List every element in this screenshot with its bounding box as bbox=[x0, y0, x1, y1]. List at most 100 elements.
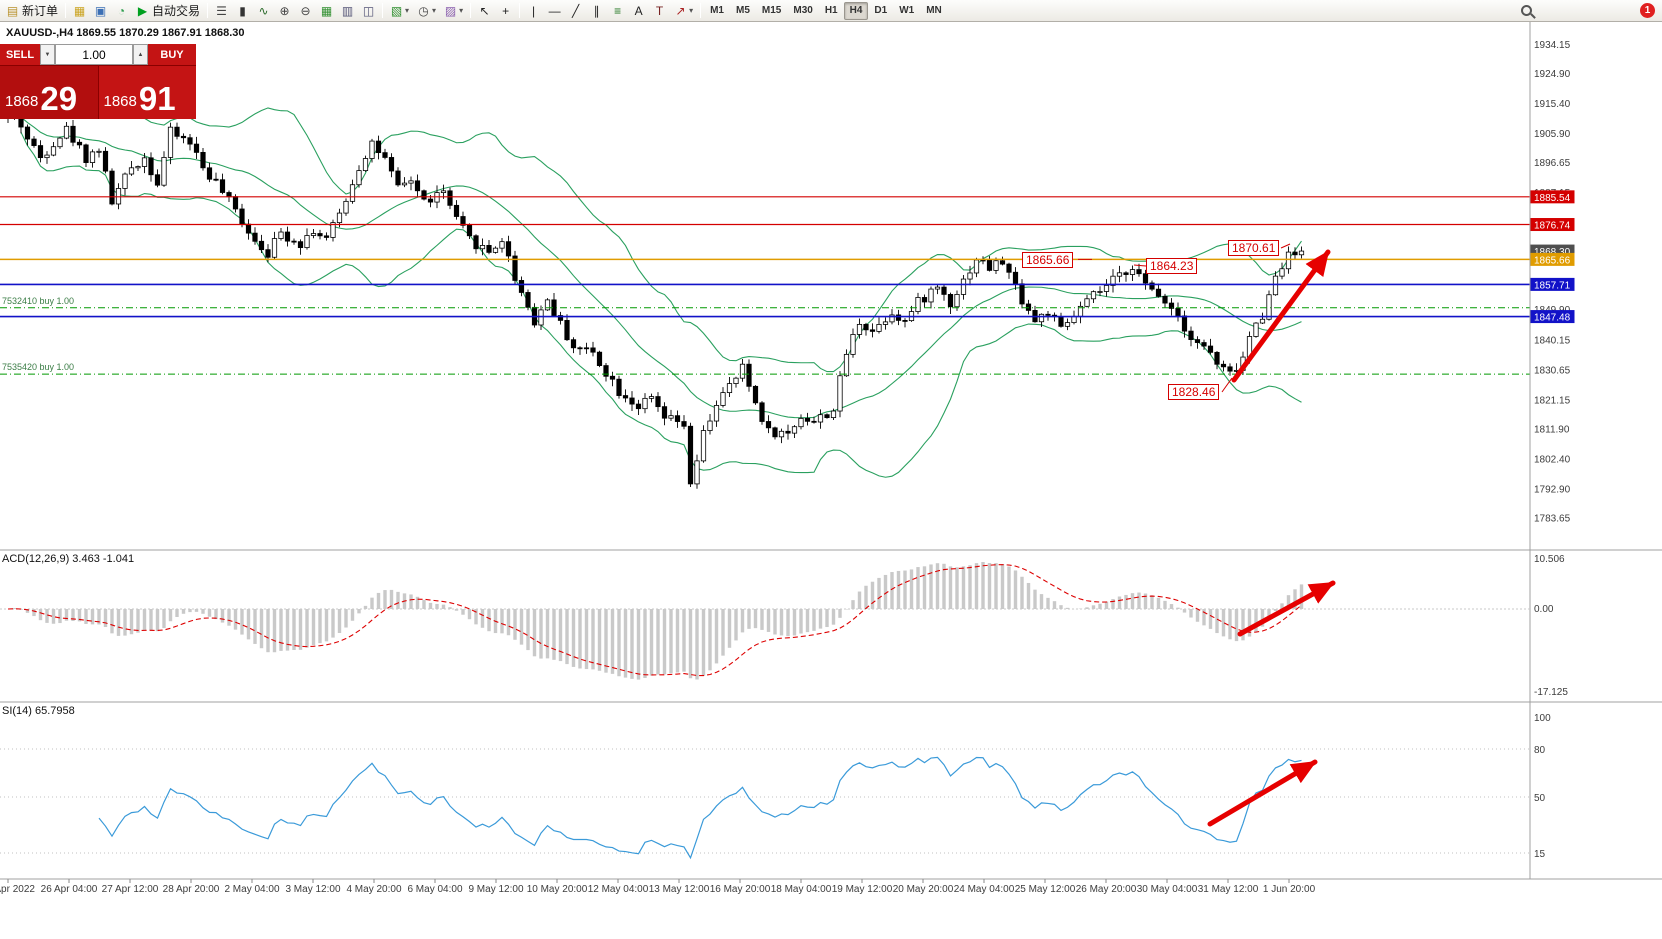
crosshair-button[interactable]: + bbox=[495, 1, 516, 21]
charts-profile-button[interactable]: ▦ bbox=[69, 1, 90, 21]
trend-arrows[interactable] bbox=[1207, 249, 1336, 827]
candles-icon: ▮ bbox=[239, 3, 246, 18]
zoom-out-button[interactable]: ⊖ bbox=[295, 1, 316, 21]
trend-arrow[interactable] bbox=[1207, 759, 1318, 827]
new-order-button[interactable]: ▤ 新订单 bbox=[2, 1, 62, 21]
timeframe-w1-button[interactable]: W1 bbox=[893, 2, 920, 20]
arrows-button[interactable]: ↗ ▾ bbox=[670, 1, 697, 21]
price-callout[interactable]: 1865.66 bbox=[1022, 252, 1074, 268]
timeframe-h1-button[interactable]: H1 bbox=[819, 2, 844, 20]
horizontal-price-lines[interactable] bbox=[0, 196, 1530, 375]
price-tag bbox=[1530, 190, 1575, 204]
new-chart-button[interactable]: ▧ ▾ bbox=[386, 1, 413, 21]
svg-text:16 May 20:00: 16 May 20:00 bbox=[710, 884, 771, 895]
trendline-icon: ╱ bbox=[571, 3, 580, 18]
svg-text:1783.65: 1783.65 bbox=[1534, 513, 1571, 524]
toolbar-separator bbox=[470, 3, 472, 18]
trendline-button[interactable]: ╱ bbox=[565, 1, 586, 21]
toolbar-separator bbox=[700, 3, 702, 18]
buy-price-pips: 91 bbox=[138, 80, 176, 117]
svg-text:10.506: 10.506 bbox=[1534, 554, 1565, 565]
template-icon: ▨ bbox=[444, 3, 457, 18]
price-tag-value: 1868.30 bbox=[1534, 247, 1571, 258]
toolbar-groups: ▤ 新订单 ▦ ▣ ◔ ▶ 自动交易 ☰ ▮ ∿ ⊕ ⊖ ▦ ▥ ◫ ▧ ▾ ◷ ▾ ▨ ▾ ↖ + | — ╱ ∥ ≡ A T ↗ ▾ M1 M… bbox=[2, 0, 948, 22]
sell-button[interactable]: SELL bbox=[0, 44, 40, 65]
arrange-icons-button[interactable]: ◫ bbox=[358, 1, 379, 21]
macd-histogram bbox=[12, 562, 1304, 680]
price-tag bbox=[1530, 277, 1575, 291]
bar-chart-button[interactable]: ☰ bbox=[211, 1, 232, 21]
sell-price-display[interactable]: 1868 29 bbox=[0, 66, 98, 119]
text-label-button[interactable]: T bbox=[649, 1, 670, 21]
trend-arrow[interactable] bbox=[1237, 580, 1336, 637]
cursor-button[interactable]: ↖ bbox=[474, 1, 495, 21]
svg-text:6 May 04:00: 6 May 04:00 bbox=[407, 884, 462, 895]
text-button[interactable]: A bbox=[628, 1, 649, 21]
buy-price-display[interactable]: 1868 91 bbox=[98, 66, 196, 119]
sell-price-pips: 29 bbox=[40, 80, 78, 117]
svg-text:26 Apr 2022: 26 Apr 2022 bbox=[0, 884, 35, 895]
vertical-line-button[interactable]: | bbox=[523, 1, 544, 21]
horizontal-line-button[interactable]: — bbox=[544, 1, 565, 21]
trend-arrow[interactable] bbox=[1231, 249, 1331, 383]
volume-increase-button[interactable] bbox=[133, 44, 148, 65]
price-scale[interactable]: 1934.151924.901915.401905.901896.651887.… bbox=[1530, 40, 1575, 524]
chevron-down-icon: ▾ bbox=[432, 6, 437, 15]
svg-text:0.00: 0.00 bbox=[1534, 604, 1554, 615]
price-callout[interactable]: 1870.61 bbox=[1228, 240, 1280, 256]
strategy-tester-button[interactable]: ◔ bbox=[111, 1, 132, 21]
periods-button[interactable]: ◷ ▾ bbox=[413, 1, 440, 21]
macd-scale: 10.506 0.00 -17.125 bbox=[1534, 554, 1568, 698]
candlestick-chart-button[interactable]: ▮ bbox=[232, 1, 253, 21]
templates-button[interactable]: ▨ ▾ bbox=[440, 1, 467, 21]
arrows-icon: ↗ bbox=[675, 3, 686, 18]
price-tag-value: 1847.48 bbox=[1534, 313, 1571, 324]
timeframe-m5-button[interactable]: M5 bbox=[730, 2, 756, 20]
svg-text:10 May 20:00: 10 May 20:00 bbox=[527, 884, 588, 895]
fibonacci-button[interactable]: ≡ bbox=[607, 1, 628, 21]
volume-decrease-button[interactable] bbox=[40, 44, 55, 65]
open-position-label: 7535420 buy 1.00 bbox=[2, 362, 75, 373]
toolbar-separator bbox=[519, 3, 521, 18]
clock-icon: ◷ bbox=[418, 3, 429, 18]
timeframe-h4-button[interactable]: H4 bbox=[843, 1, 869, 20]
time-axis[interactable]: 26 Apr 2022 26 Apr 04:00 27 Apr 12:00 28 Ap… bbox=[0, 879, 1316, 895]
price-tag bbox=[1530, 252, 1575, 266]
trade-price-displays: 1868 29 1868 91 bbox=[0, 66, 196, 119]
svg-text:1802.40: 1802.40 bbox=[1534, 454, 1571, 465]
chart-ohlc-header: XAUUSD-,H4 1869.55 1870.29 1867.91 1868.… bbox=[6, 27, 245, 39]
open-position-label: 7532410 buy 1.00 bbox=[2, 295, 75, 306]
price-tag bbox=[1530, 310, 1575, 324]
toolbar-separator bbox=[382, 3, 384, 18]
zoom-out-icon: ⊖ bbox=[300, 3, 311, 18]
timeframe-m15-button[interactable]: M15 bbox=[756, 2, 787, 20]
channel-button[interactable]: ∥ bbox=[586, 1, 607, 21]
svg-text:3 May 12:00: 3 May 12:00 bbox=[285, 884, 340, 895]
crosshair-icon: + bbox=[502, 3, 510, 18]
notification-badge[interactable]: 1 bbox=[1640, 3, 1655, 18]
market-watch-button[interactable]: ▣ bbox=[90, 1, 111, 21]
arrange-icon: ◫ bbox=[362, 3, 375, 18]
profile-icon: ▦ bbox=[73, 3, 86, 18]
autotrade-button[interactable]: ▶ 自动交易 bbox=[132, 1, 204, 21]
zoom-in-button[interactable]: ⊕ bbox=[274, 1, 295, 21]
svg-text:1905.90: 1905.90 bbox=[1534, 129, 1571, 140]
timeframe-d1-button[interactable]: D1 bbox=[868, 2, 893, 20]
volume-input[interactable] bbox=[55, 44, 133, 65]
line-chart-button[interactable]: ∿ bbox=[253, 1, 274, 21]
tile-windows-button[interactable]: ▦ bbox=[316, 1, 337, 21]
hline-icon: — bbox=[548, 3, 561, 18]
price-callout[interactable]: 1864.23 bbox=[1146, 258, 1198, 274]
timeframe-m30-button[interactable]: M30 bbox=[787, 2, 818, 20]
price-callout[interactable]: 1828.46 bbox=[1168, 384, 1220, 400]
chevron-down-icon: ▾ bbox=[405, 6, 410, 15]
search-button[interactable] bbox=[1517, 1, 1536, 21]
svg-text:18 May 04:00: 18 May 04:00 bbox=[771, 884, 832, 895]
timeframe-m1-button[interactable]: M1 bbox=[704, 2, 730, 20]
timeframe-mn-button[interactable]: MN bbox=[920, 2, 948, 20]
buy-button[interactable]: BUY bbox=[148, 44, 196, 65]
cascade-windows-button[interactable]: ▥ bbox=[337, 1, 358, 21]
svg-text:26 Apr 04:00: 26 Apr 04:00 bbox=[41, 884, 98, 895]
